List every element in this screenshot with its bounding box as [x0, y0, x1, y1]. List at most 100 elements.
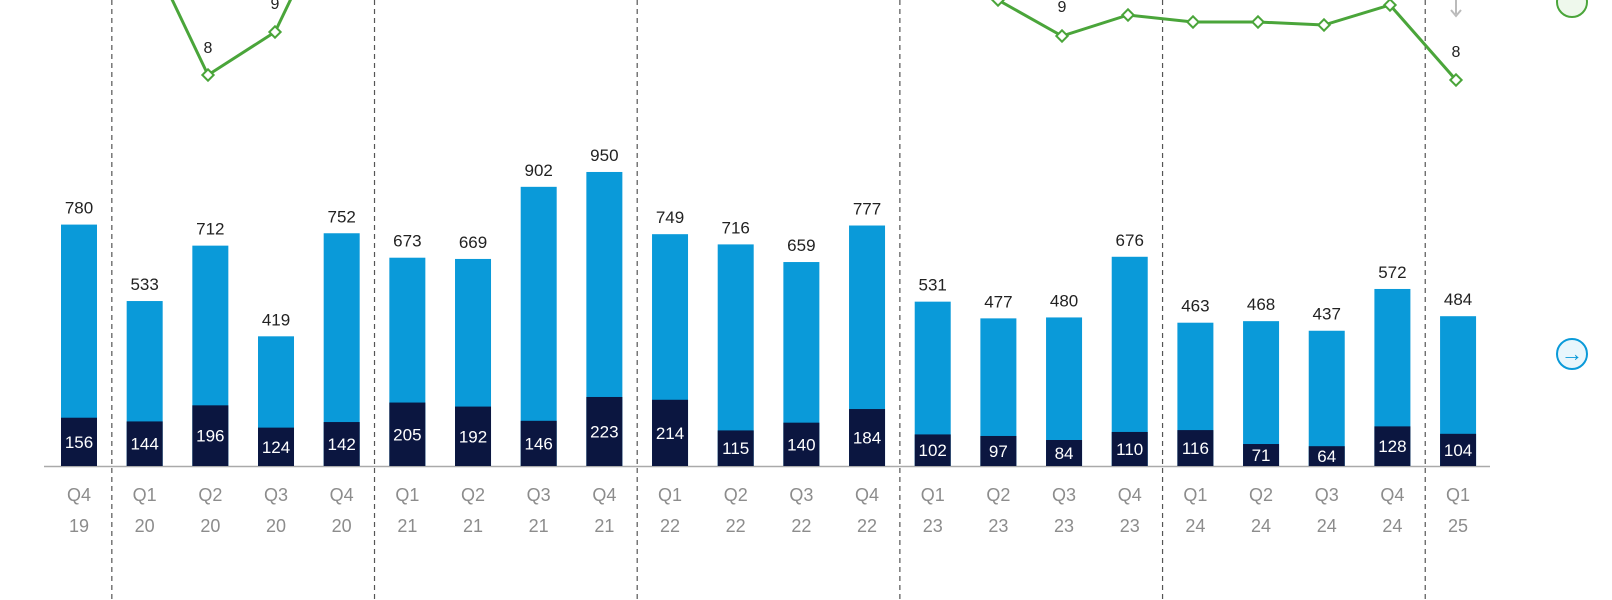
bar-segment-label: 128	[1378, 437, 1406, 456]
x-tick-quarter: Q4	[1380, 485, 1404, 505]
x-tick-year: 24	[1251, 516, 1271, 536]
bar-segment-label: 223	[590, 422, 618, 441]
bar-segment[interactable]	[258, 427, 295, 466]
bar-total[interactable]	[1308, 330, 1345, 466]
bar-total[interactable]	[1111, 256, 1148, 466]
bar-segment-label: 110	[1116, 440, 1143, 459]
bar-segment[interactable]	[455, 406, 492, 466]
bar-segment[interactable]	[1440, 433, 1477, 466]
right-arrow-icon[interactable]: →	[1556, 338, 1588, 370]
bar-segment-label: 144	[130, 435, 158, 454]
bar-segment-label: 124	[262, 438, 290, 457]
bar-total-label: 777	[853, 200, 881, 219]
bar-segment[interactable]	[192, 405, 229, 466]
line-value-label: 8	[1452, 44, 1461, 61]
bar-segment[interactable]	[980, 435, 1017, 466]
x-tick-year: 19	[69, 516, 89, 536]
line-marker	[1120, 7, 1136, 23]
x-tick-year: 21	[397, 516, 417, 536]
x-tick-year: 21	[529, 516, 549, 536]
bar-segment[interactable]	[1177, 430, 1214, 466]
bar-segment-label: 102	[919, 441, 947, 460]
bar-segment-label: 142	[327, 435, 355, 454]
line-marker	[990, 0, 1006, 8]
bar-segment[interactable]	[61, 417, 97, 466]
bar-segment[interactable]	[1046, 440, 1083, 466]
x-tick-quarter: Q1	[1183, 485, 1207, 505]
bar-segment-label: 196	[196, 427, 224, 446]
bar-segment[interactable]	[783, 422, 820, 466]
x-tick-year: 20	[332, 516, 352, 536]
bar-segment-label: 64	[1317, 447, 1336, 466]
line-marker	[1382, 0, 1398, 13]
bar-total-label: 676	[1116, 231, 1144, 250]
bar-segment[interactable]	[1308, 446, 1345, 466]
line-path	[995, 0, 1458, 81]
bar-total-label: 780	[65, 199, 93, 218]
bar-segment[interactable]	[914, 434, 951, 466]
x-tick-quarter: Q1	[1446, 485, 1470, 505]
line-value-label: 9	[1058, 0, 1067, 16]
line-marker	[1250, 14, 1266, 30]
bar-total-label: 480	[1050, 291, 1078, 310]
line-marker	[267, 24, 283, 40]
bar-total-label: 572	[1378, 263, 1406, 282]
bar-segment-label: 156	[65, 433, 93, 452]
line-series: 8 9 9 8	[170, 0, 1464, 88]
x-tick-quarter: Q2	[198, 485, 222, 505]
bar-segment[interactable]	[652, 399, 689, 466]
x-tick-year: 20	[135, 516, 155, 536]
x-tick-year: 24	[1382, 516, 1402, 536]
x-tick-quarter: Q1	[921, 485, 945, 505]
x-tick-year: 24	[1317, 516, 1337, 536]
bar-segment[interactable]	[389, 402, 426, 466]
bar-segment[interactable]	[520, 420, 557, 466]
bar-total-label: 673	[393, 232, 421, 251]
x-tick-quarter: Q1	[133, 485, 157, 505]
bar-total[interactable]	[520, 186, 557, 466]
bar-total-label: 749	[656, 208, 684, 227]
bar-segment[interactable]	[849, 409, 886, 466]
x-tick-quarter: Q1	[658, 485, 682, 505]
bar-total[interactable]	[1243, 321, 1280, 466]
x-tick-year: 23	[1054, 516, 1074, 536]
bar-segment-label: 84	[1055, 444, 1074, 463]
x-tick-quarter: Q3	[264, 485, 288, 505]
x-tick-quarter: Q3	[789, 485, 813, 505]
down-arrow-icon	[1450, 0, 1462, 18]
bar-total-label: 752	[327, 207, 355, 226]
bar-segment[interactable]	[323, 422, 360, 466]
bar-total-label: 669	[459, 233, 487, 252]
bar-segment[interactable]	[717, 430, 754, 466]
bar-segment-label: 140	[787, 435, 815, 454]
x-tick-quarter: Q2	[986, 485, 1010, 505]
line-marker	[200, 67, 216, 83]
bar-segment[interactable]	[1111, 431, 1148, 466]
bar-segment[interactable]	[1243, 444, 1280, 466]
x-tick-quarter: Q3	[1052, 485, 1076, 505]
line-marker	[1054, 28, 1070, 44]
x-tick-year: 23	[1120, 516, 1140, 536]
bar-segment[interactable]	[126, 421, 163, 466]
x-tick-year: 23	[923, 516, 943, 536]
bar-segment-label: 146	[525, 434, 553, 453]
line-marker	[1185, 14, 1201, 30]
x-tick-year: 22	[857, 516, 877, 536]
bar-total-label: 902	[525, 161, 553, 180]
line-marker	[1316, 17, 1332, 33]
bar-total-label: 531	[919, 276, 947, 295]
x-tick-quarter: Q2	[1249, 485, 1273, 505]
bar-total-label: 463	[1181, 297, 1209, 316]
x-tick-year: 22	[726, 516, 746, 536]
bar-total-label: 716	[722, 218, 750, 237]
bar-segment[interactable]	[1374, 426, 1411, 466]
x-tick-quarter: Q4	[1118, 485, 1142, 505]
bar-segment-label: 97	[989, 442, 1008, 461]
x-tick-year: 21	[594, 516, 614, 536]
bar-total[interactable]	[717, 244, 754, 466]
bar-segment[interactable]	[586, 396, 623, 466]
bar-total-label: 484	[1444, 290, 1472, 309]
bar-segment-label: 71	[1252, 446, 1271, 465]
x-tick-year: 21	[463, 516, 483, 536]
